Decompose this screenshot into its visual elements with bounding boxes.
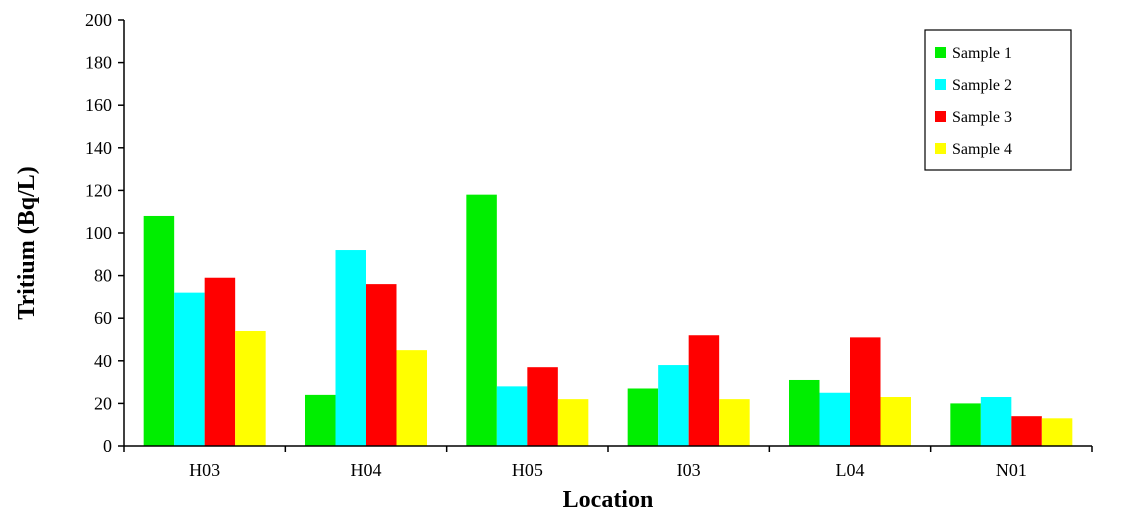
bar xyxy=(950,403,981,446)
x-ticks-group: H03 H04 H05 I03 L04 N01 xyxy=(123,446,1093,480)
y-tick-label: 20 xyxy=(94,393,112,413)
x-tick-label: L04 xyxy=(836,460,865,480)
bar xyxy=(819,392,850,446)
y-tick-label: 200 xyxy=(85,10,112,30)
bar xyxy=(143,215,175,446)
bar xyxy=(174,292,205,446)
bar xyxy=(688,335,720,446)
bar xyxy=(1041,418,1073,446)
bar xyxy=(204,277,236,446)
y-tick-label: 80 xyxy=(94,266,112,286)
bar xyxy=(880,397,911,446)
bar xyxy=(527,367,558,446)
y-tick-label: 40 xyxy=(94,351,112,371)
legend-label: Sample 4 xyxy=(952,141,1012,158)
bar xyxy=(396,350,427,446)
y-tick-label: 140 xyxy=(85,138,112,158)
bar xyxy=(496,386,528,446)
bar xyxy=(1011,416,1042,446)
legend-label: Sample 2 xyxy=(952,77,1012,94)
legend-box xyxy=(924,29,1072,171)
bar xyxy=(719,399,750,446)
y-tick-label: 0 xyxy=(103,436,112,456)
bar xyxy=(235,330,266,446)
y-tick-label: 60 xyxy=(94,308,112,328)
legend-swatch xyxy=(935,111,946,122)
bar xyxy=(366,284,397,446)
bar xyxy=(305,394,336,446)
bar xyxy=(850,337,881,446)
bars-group xyxy=(143,194,1073,446)
y-tick-label: 180 xyxy=(85,53,112,73)
legend-swatch xyxy=(935,79,946,90)
bar xyxy=(335,250,366,446)
y-tick-label: 160 xyxy=(85,95,112,115)
bar xyxy=(557,399,589,446)
y-ticks-group: 0 20 40 60 80 100 120 140 160 180 200 xyxy=(85,10,124,456)
x-tick-label: I03 xyxy=(677,460,701,480)
x-tick-label: N01 xyxy=(996,460,1027,480)
bar xyxy=(627,388,659,446)
legend-label: Sample 3 xyxy=(952,109,1012,126)
x-tick-label: H04 xyxy=(351,460,382,480)
y-tick-label: 100 xyxy=(85,223,112,243)
legend-swatch xyxy=(935,47,946,58)
x-tick-label: H03 xyxy=(189,460,220,480)
bar xyxy=(980,397,1012,446)
bar xyxy=(789,379,820,446)
legend-label: Sample 1 xyxy=(952,45,1012,62)
x-axis-title: Location xyxy=(563,487,654,513)
bar xyxy=(466,194,497,446)
legend: Sample 1 Sample 2 Sample 3 Sample 4 xyxy=(924,29,1072,171)
y-axis-title: Tritium (Bq/L) xyxy=(14,166,40,320)
y-tick-label: 120 xyxy=(85,180,112,200)
legend-swatch xyxy=(935,143,946,154)
bar xyxy=(658,365,689,446)
x-tick-label: H05 xyxy=(512,460,543,480)
